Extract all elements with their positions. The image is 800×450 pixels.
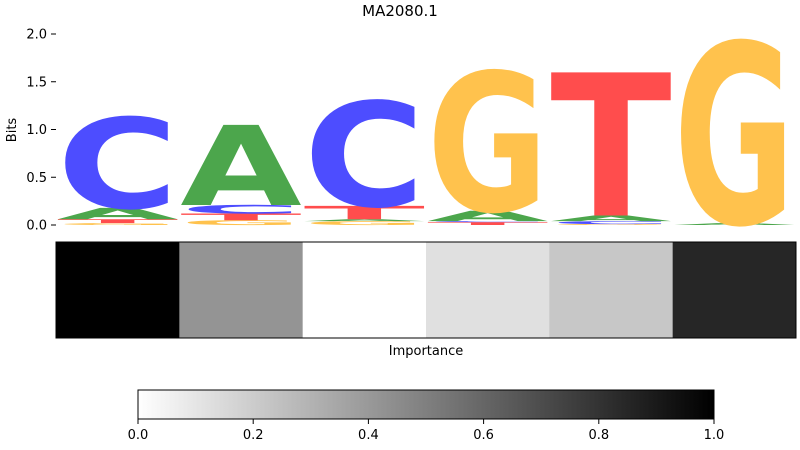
heatmap-cell	[179, 242, 304, 338]
logo-letter-c: C	[304, 72, 425, 240]
colorbar-tick-label: 0.6	[473, 428, 494, 443]
logo-letter-a: A	[427, 208, 548, 225]
logo-letter-g: G	[674, 0, 795, 283]
logo-letter-t: T	[304, 202, 425, 223]
y-axis: 0.0 0.5 1.0 1.5 2.0	[26, 28, 56, 234]
logo-letter-a: A	[550, 214, 671, 223]
chart-title: MA2080.1	[362, 2, 438, 20]
y-tick-label: 0.0	[26, 219, 47, 234]
colorbar	[137, 389, 715, 420]
heatmap-xlabel: Importance	[389, 344, 464, 359]
logo-letter-g: G	[550, 224, 671, 226]
logo-letter-a: A	[180, 103, 302, 231]
colorbar-tick-label: 0.2	[243, 428, 264, 443]
importance-heatmap	[56, 242, 797, 338]
colorbar-tick-label: 1.0	[704, 428, 725, 443]
logo-letter-a: A	[674, 223, 796, 226]
heatmap-cell	[426, 242, 550, 338]
logo-letter-t: T	[550, 34, 671, 262]
colorbar-tick-label: 0.4	[358, 428, 379, 443]
logo-letter-g: G	[427, 34, 548, 257]
heatmap-cell	[672, 242, 797, 338]
logo-letter-c: C	[57, 93, 178, 237]
logo-letter-c: C	[550, 220, 671, 225]
y-tick-label: 2.0	[26, 28, 47, 43]
y-tick-label: 1.0	[26, 123, 47, 138]
logo-letter-c: C	[427, 221, 548, 223]
logo-letter-t: T	[427, 221, 549, 226]
logo-letter-g: G	[180, 219, 301, 227]
heatmap-frame	[55, 241, 797, 339]
colorbar-tick-label: 0.8	[588, 428, 609, 443]
y-tick-label: 0.5	[26, 171, 47, 186]
logo-letter-t: T	[180, 212, 301, 223]
y-tick-label: 1.5	[26, 75, 47, 90]
y-axis-label: Bits	[5, 118, 20, 143]
logo-letter-a: A	[304, 219, 426, 222]
logo-letter-c: C	[180, 203, 301, 217]
colorbar-ticks: 0.0 0.2 0.4 0.6 0.8 1.0	[128, 419, 725, 443]
logo-letter-g: G	[304, 220, 425, 226]
heatmap-cell	[302, 242, 427, 338]
colorbar-tick-label: 0.0	[128, 428, 149, 443]
logo-letter-g: G	[57, 223, 178, 226]
logo-letter-a: A	[57, 205, 178, 223]
heatmap-cell	[56, 242, 180, 338]
logo-letter-t: T	[57, 218, 179, 224]
heatmap-cell	[549, 242, 674, 338]
